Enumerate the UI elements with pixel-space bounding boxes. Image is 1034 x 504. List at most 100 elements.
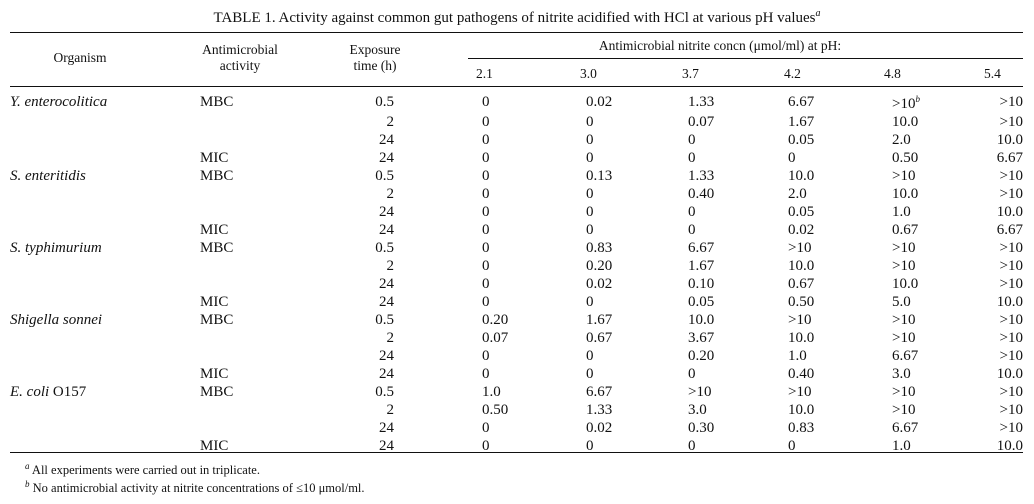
value-text: >10 <box>999 93 1023 110</box>
value-cell-ph-2: 0 <box>586 185 688 203</box>
value-cell-ph-5: 10.0 <box>892 275 992 293</box>
value-cell-ph-2: 1.33 <box>586 401 688 419</box>
value-cell-ph-3: 0 <box>688 221 788 239</box>
value-text: 1.67 <box>688 258 715 274</box>
value-cell-ph-1: 0 <box>482 185 586 203</box>
value-text: 10.0 <box>892 114 919 130</box>
activity-cell: MBC <box>200 168 234 184</box>
organism-cell <box>10 329 200 347</box>
value-cell-ph-1: 0 <box>482 437 586 455</box>
activity-cell <box>200 203 260 221</box>
concn-rule <box>468 58 1023 59</box>
value-cell-ph-6: >10 <box>992 419 1023 437</box>
exposure-time-cell: 24 <box>379 438 394 454</box>
value-text: 0.20 <box>688 348 715 364</box>
exposure-time-cell: 24 <box>379 222 394 238</box>
value-text: 0 <box>586 348 594 364</box>
activity-cell: MIC <box>200 222 229 238</box>
value-cell-ph-2: 0.83 <box>586 239 688 257</box>
value-text: 2.0 <box>892 132 911 148</box>
value-cell-ph-4: 0 <box>788 437 892 455</box>
value-cell-ph-5: 10.0 <box>892 185 992 203</box>
value-text: 0 <box>482 114 490 130</box>
spacer-cell <box>394 329 482 347</box>
value-text: 0 <box>688 150 696 166</box>
value-text: 1.0 <box>482 384 501 400</box>
value-cell-ph-1: 0.07 <box>482 329 586 347</box>
value-text: 1.67 <box>788 114 815 130</box>
value-cell-ph-6: >10 <box>992 383 1023 401</box>
value-cell-ph-3: >10 <box>688 383 788 401</box>
header-exposure-line1: Exposure <box>349 42 401 57</box>
ph-header-6: 5.4 <box>984 66 1001 81</box>
ph-header-5: 4.8 <box>884 66 901 81</box>
value-text: 0 <box>482 150 490 166</box>
value-cell-ph-1: 0 <box>482 347 586 365</box>
value-text: 0 <box>482 168 490 184</box>
value-text: 10.0 <box>996 294 1023 310</box>
value-cell-ph-5: >10 <box>892 167 992 185</box>
footnote-b-mark: b <box>25 479 30 489</box>
value-cell-ph-6: >10 <box>992 329 1023 347</box>
value-cell-ph-3: 10.0 <box>688 311 788 329</box>
value-cell-ph-2: 0 <box>586 221 688 239</box>
value-cell-ph-2: 0 <box>586 437 688 455</box>
value-text: >10 <box>999 114 1023 130</box>
value-text: 3.0 <box>892 366 911 382</box>
organism-cell <box>10 419 200 437</box>
activity-cell: MIC <box>200 438 229 454</box>
value-cell-ph-3: 0.07 <box>688 113 788 131</box>
value-cell-ph-6: >10 <box>992 311 1023 329</box>
spacer-cell <box>394 113 482 131</box>
value-text: 0.83 <box>788 420 815 436</box>
value-cell-ph-1: 1.0 <box>482 383 586 401</box>
value-text: 1.0 <box>892 204 911 220</box>
value-cell-ph-5: 0.50 <box>892 149 992 167</box>
value-cell-ph-1: 0.50 <box>482 401 586 419</box>
organism-cell: Y. enterocolitica <box>10 90 200 113</box>
exposure-time-cell: 24 <box>379 132 394 148</box>
activity-cell: MBC <box>200 240 234 256</box>
value-text: 2.0 <box>788 186 807 202</box>
value-cell-ph-2: 0.13 <box>586 167 688 185</box>
value-text: >10 <box>999 348 1023 364</box>
value-cell-ph-6: >10 <box>992 185 1023 203</box>
footnote-a: a All experiments were carried out in tr… <box>25 461 260 478</box>
value-cell-ph-4: 10.0 <box>788 257 892 275</box>
value-cell-ph-5: 2.0 <box>892 131 992 149</box>
table-row: MIC 24 0 0 0.05 0.50 5.0 10.0 <box>10 293 1023 311</box>
organism-cell <box>10 131 200 149</box>
activity-cell: MIC <box>200 294 229 310</box>
table-row: 24 0 0.02 0.30 0.83 6.67 >10 <box>10 419 1023 437</box>
value-text: 1.33 <box>688 168 715 184</box>
value-cell-ph-1: 0 <box>482 203 586 221</box>
value-cell-ph-1: 0.20 <box>482 311 586 329</box>
value-text: >10 <box>892 258 916 274</box>
value-text: 0.40 <box>688 186 715 202</box>
table-row: E. coli O157 MBC 0.5 1.0 6.67 >10 >10 >10 >10 <box>10 383 1023 401</box>
value-cell-ph-6: >10 <box>992 401 1023 419</box>
value-cell-ph-6: 6.67 <box>992 149 1023 167</box>
value-cell-ph-6: >10 <box>992 167 1023 185</box>
header-activity-line1: Antimicrobial <box>202 42 278 57</box>
exposure-time-cell: 0.5 <box>375 312 394 328</box>
value-text: 10.0 <box>892 186 919 202</box>
value-cell-ph-1: 0 <box>482 365 586 383</box>
value-text: 0 <box>586 186 594 202</box>
value-text: 0 <box>788 438 796 454</box>
value-cell-ph-6: 10.0 <box>992 365 1023 383</box>
value-cell-ph-1: 0 <box>482 90 586 113</box>
value-cell-ph-4: 0.50 <box>788 293 892 311</box>
value-text: 0 <box>482 204 490 220</box>
value-text: >10 <box>892 312 916 328</box>
value-text: 0 <box>688 222 696 238</box>
value-cell-ph-3: 0.10 <box>688 275 788 293</box>
header-exposure-line2: time (h) <box>353 58 397 73</box>
table-row: Y. enterocolitica MBC 0.5 0 0.02 1.33 6.67 >10b… <box>10 90 1023 113</box>
exposure-time-cell: 0.5 <box>375 168 394 184</box>
caption-footnote-mark: a <box>815 8 821 19</box>
value-text: 0.50 <box>482 402 509 418</box>
value-text: 0 <box>688 438 696 454</box>
value-text: 1.0 <box>788 348 807 364</box>
value-text: >10 <box>788 384 812 400</box>
